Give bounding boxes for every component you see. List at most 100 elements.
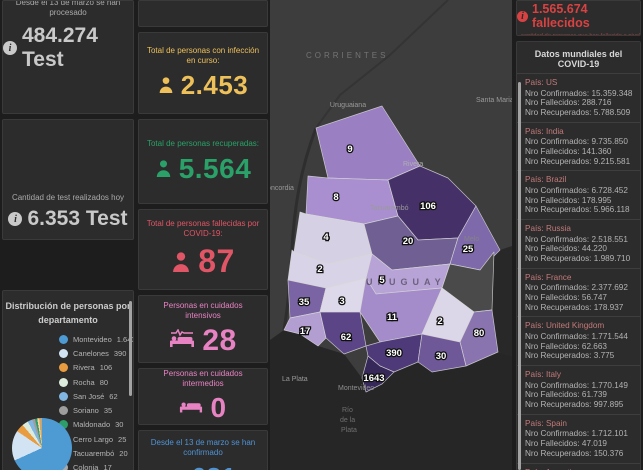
- tests-processed-value: 484.274 Test: [22, 24, 98, 71]
- dept-montevideo-region[interactable]: [361, 355, 395, 393]
- country-block[interactable]: País: Italy Nro Confirmados: 1.770.149 N…: [517, 365, 640, 414]
- country-label: País:: [525, 126, 544, 136]
- country-name: India: [545, 126, 564, 136]
- tile-confirmed-total: Desde el 13 de marzo se han confirmado 6…: [138, 430, 268, 470]
- legend-value: 80: [99, 377, 109, 387]
- recovered-title: Total de personas recuperadas:: [146, 138, 260, 148]
- person-icon: [158, 76, 174, 94]
- tile-cropped-top: [138, 0, 268, 27]
- country-block[interactable]: País: Russia Nro Confirmados: 2.518.551 …: [517, 219, 640, 268]
- tile-department-distribution: Distribución de personas por departament…: [2, 290, 134, 470]
- legend-scrollbar[interactable]: [129, 301, 132, 396]
- legend-item[interactable]: Canelones 390: [59, 346, 133, 360]
- info-icon[interactable]: [8, 212, 23, 226]
- country-block[interactable]: País: US Nro Confirmados: 15.359.348 Nro…: [517, 73, 640, 122]
- country-confirmed: 1.771.544: [591, 332, 628, 342]
- deaths-value: 87: [198, 243, 235, 279]
- country-name: United Kingdom: [545, 321, 605, 331]
- country-block[interactable]: País: United Kingdom Nro Confirmados: 1.…: [517, 316, 640, 365]
- legend-item[interactable]: Soriano 35: [59, 403, 133, 417]
- tests-today-title: Cantidad de test realizados hoy: [11, 193, 125, 202]
- dept-san-jose-value: 62: [341, 332, 352, 343]
- country-confirmed: 1.770.149: [591, 380, 628, 390]
- legend-label: Colonia: [73, 463, 99, 470]
- dept-durazno-value: 5: [379, 275, 385, 286]
- rio-de-la-plata-label: Río: [342, 407, 353, 414]
- tests-today-value: 6.353 Test: [27, 207, 128, 230]
- dept-san-jose-region[interactable]: [319, 311, 367, 355]
- department-pie-chart[interactable]: [12, 418, 72, 470]
- legend-label: Rocha: [73, 377, 95, 387]
- intensive-care-value: 28: [202, 323, 237, 357]
- country-label: País:: [525, 370, 544, 380]
- country-block[interactable]: País: Spain Nro Confirmados: 1.712.101 N…: [517, 413, 640, 463]
- country-label: País:: [525, 272, 544, 282]
- country-label: País:: [525, 224, 544, 234]
- legend-label: Maldonado: [73, 420, 111, 430]
- department-legend: Montevideo 1.643 Canelones 390 Rivera 10…: [59, 332, 134, 470]
- country-name: Argentina: [546, 468, 581, 470]
- melo-city-label: Melo: [464, 236, 479, 243]
- world-deaths-value: 1.565.674 fallecidos: [532, 2, 590, 30]
- legend-item[interactable]: Maldonado 30: [59, 418, 133, 432]
- world-panel-scrollbar[interactable]: [518, 82, 521, 470]
- country-recovered: 5.788.509: [593, 108, 631, 118]
- legend-swatch: [59, 348, 68, 358]
- dept-rocha-region[interactable]: [459, 309, 499, 367]
- dept-maldonado-region[interactable]: [417, 333, 467, 373]
- rio-de-la-plata-water: [270, 330, 512, 470]
- country-block[interactable]: País: Argentina Nro Confirmados: 1.469.9…: [517, 462, 640, 470]
- rio-de-la-plata-label: de la: [340, 417, 355, 424]
- country-block[interactable]: País: Brazil Nro Confirmados: 6.728.452 …: [517, 170, 640, 219]
- legend-value: 62: [109, 391, 118, 401]
- tile-world-data: Datos mundiales del COVID-19 País: US Nr…: [516, 41, 641, 470]
- country-label: País:: [525, 468, 544, 470]
- intermediate-care-value: 0: [210, 392, 227, 423]
- legend-label: Canelones: [73, 348, 109, 358]
- dept-montevideo-value: 1643: [363, 373, 384, 384]
- country-name: Russia: [545, 224, 571, 234]
- country-confirmed: 2.518.551: [591, 234, 628, 244]
- dept-tacuarembo-value: 20: [403, 236, 414, 247]
- dept-salto-value: 8: [333, 192, 338, 203]
- confirmed-total-title: Desde el 13 de marzo se han confirmado: [150, 438, 256, 457]
- country-name: Brazil: [545, 175, 567, 185]
- legend-item[interactable]: Rocha 80: [59, 375, 133, 389]
- legend-item[interactable]: Montevideo 1.643: [59, 332, 134, 346]
- legend-swatch: [59, 391, 68, 401]
- rio-de-la-plata-label: Plata: [341, 427, 357, 434]
- country-recovered: 1.989.710: [593, 254, 631, 264]
- dept-rivera-value: 106: [420, 201, 436, 212]
- legend-item[interactable]: Colonia 17: [59, 461, 133, 470]
- tile-tests-today: Cantidad de test realizados hoy 6.353 Te…: [2, 119, 134, 240]
- legend-value: 17: [103, 463, 112, 470]
- info-icon[interactable]: [517, 10, 528, 22]
- legend-swatch: [59, 363, 68, 373]
- country-deaths: 178.995: [581, 195, 612, 205]
- dept-maldonado-value: 30: [436, 351, 447, 362]
- country-block[interactable]: País: France Nro Confirmados: 2.377.692 …: [517, 267, 640, 317]
- tile-world-deaths: 1.565.674 fallecidos cantidad de persona…: [516, 0, 641, 36]
- country-label: País:: [525, 78, 544, 87]
- legend-item[interactable]: San José 62: [59, 389, 133, 403]
- uruguay-choropleth-map[interactable]: CORRIENTES Uruguaiana Santa Maria Concor…: [262, 0, 514, 470]
- info-icon[interactable]: [3, 41, 17, 55]
- active-infections-value: 2.453: [180, 69, 249, 100]
- country-block[interactable]: País: India Nro Confirmados: 9.735.850 N…: [517, 121, 640, 171]
- country-confirmed: 1.712.101: [591, 429, 628, 439]
- country-name: France: [545, 272, 572, 282]
- legend-value: 1.643: [116, 334, 134, 344]
- dept-canelones-value: 390: [386, 348, 402, 359]
- bed-icon: [179, 399, 203, 418]
- legend-value: 390: [113, 348, 127, 358]
- country-confirmed: 9.735.850: [591, 137, 628, 147]
- legend-item[interactable]: Rivera 106: [59, 361, 133, 375]
- tile-active-infections: Total de personas con infección en curso…: [138, 32, 268, 114]
- legend-label: San José: [73, 391, 105, 401]
- corrientes-label: CORRIENTES: [306, 51, 388, 60]
- legend-label: Montevideo: [73, 334, 112, 344]
- tile-recovered: Total de personas recuperadas: 5.564: [138, 119, 268, 204]
- tile-intermediate-care: Personas en cuidados intermedios 0: [138, 368, 268, 425]
- country-deaths: 141.360: [581, 147, 612, 157]
- dept-soriano-value: 35: [299, 297, 310, 308]
